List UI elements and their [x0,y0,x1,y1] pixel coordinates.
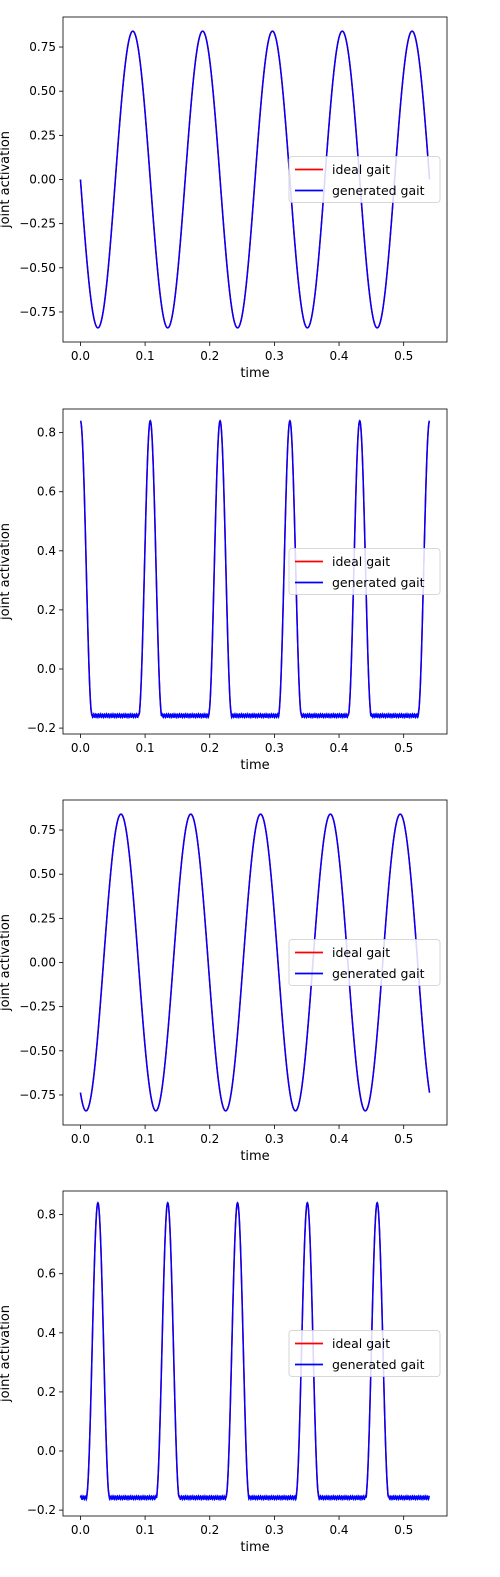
y-tick-label: 0.00 [29,173,56,187]
x-tick-label: 0.4 [329,1132,348,1146]
legend-label: ideal gait [332,945,390,960]
y-tick-label: −0.25 [19,1000,56,1014]
x-tick-label: 0.3 [265,741,284,755]
x-axis-label: time [240,1149,269,1164]
y-axis-label: joint activation [0,1305,13,1403]
y-tick-label: 0.6 [37,1267,56,1281]
y-tick-label: −0.75 [19,1088,56,1102]
y-tick-label: 0.75 [29,40,56,54]
x-tick-label: 0.4 [329,741,348,755]
legend-label: ideal gait [332,162,390,177]
x-tick-label: 0.5 [394,741,413,755]
y-tick-label: 0.50 [29,84,56,98]
y-tick-label: 0.0 [37,662,56,676]
x-tick-label: 0.0 [71,1132,90,1146]
x-tick-label: 0.1 [136,741,155,755]
y-tick-label: 0.4 [37,544,56,558]
y-tick-label: 0.8 [37,426,56,440]
x-tick-label: 0.3 [265,1132,284,1146]
y-tick-label: 0.2 [37,603,56,617]
y-tick-label: −0.50 [19,1044,56,1058]
y-tick-label: 0.25 [29,911,56,925]
x-tick-label: 0.0 [71,349,90,363]
y-tick-label: 0.6 [37,485,56,499]
x-tick-label: 0.5 [394,1132,413,1146]
x-tick-label: 0.2 [200,741,219,755]
legend-label: generated gait [332,966,425,981]
y-tick-label: −0.25 [19,217,56,231]
x-axis-label: time [240,366,269,381]
y-axis-label: joint activation [0,131,13,229]
y-tick-label: 0.4 [37,1326,56,1340]
x-axis-label: time [240,758,269,773]
x-tick-label: 0.1 [136,1132,155,1146]
y-tick-label: 0.2 [37,1385,56,1399]
x-tick-label: 0.1 [136,349,155,363]
legend: ideal gait generated gait [289,157,440,203]
y-tick-label: −0.75 [19,305,56,319]
legend: ideal gait generated gait [289,549,440,595]
x-tick-label: 0.3 [265,349,284,363]
legend-label: ideal gait [332,554,390,569]
legend-label: generated gait [332,575,425,590]
x-tick-label: 0.1 [136,1523,155,1537]
y-tick-label: 0.00 [29,956,56,970]
x-tick-label: 0.3 [265,1523,284,1537]
x-tick-label: 0.4 [329,1523,348,1537]
y-axis-label: joint activation [0,523,13,621]
x-tick-label: 0.2 [200,1132,219,1146]
y-tick-label: 0.8 [37,1208,56,1222]
x-tick-label: 0.5 [394,1523,413,1537]
x-tick-label: 0.0 [71,741,90,755]
legend-label: generated gait [332,183,425,198]
x-tick-label: 0.2 [200,1523,219,1537]
y-axis-label: joint activation [0,914,13,1012]
y-tick-label: −0.2 [27,721,56,735]
legend: ideal gait generated gait [289,1331,440,1377]
legend: ideal gait generated gait [289,940,440,986]
legend-label: ideal gait [332,1336,390,1351]
x-tick-label: 0.0 [71,1523,90,1537]
x-tick-label: 0.2 [200,349,219,363]
y-tick-label: 0.75 [29,823,56,837]
y-tick-label: −0.2 [27,1503,56,1517]
y-tick-label: 0.25 [29,128,56,142]
y-tick-label: −0.50 [19,261,56,275]
x-tick-label: 0.4 [329,349,348,363]
y-tick-label: 0.0 [37,1444,56,1458]
x-axis-label: time [240,1540,269,1555]
x-tick-label: 0.5 [394,349,413,363]
legend-label: generated gait [332,1357,425,1372]
y-tick-label: 0.50 [29,867,56,881]
